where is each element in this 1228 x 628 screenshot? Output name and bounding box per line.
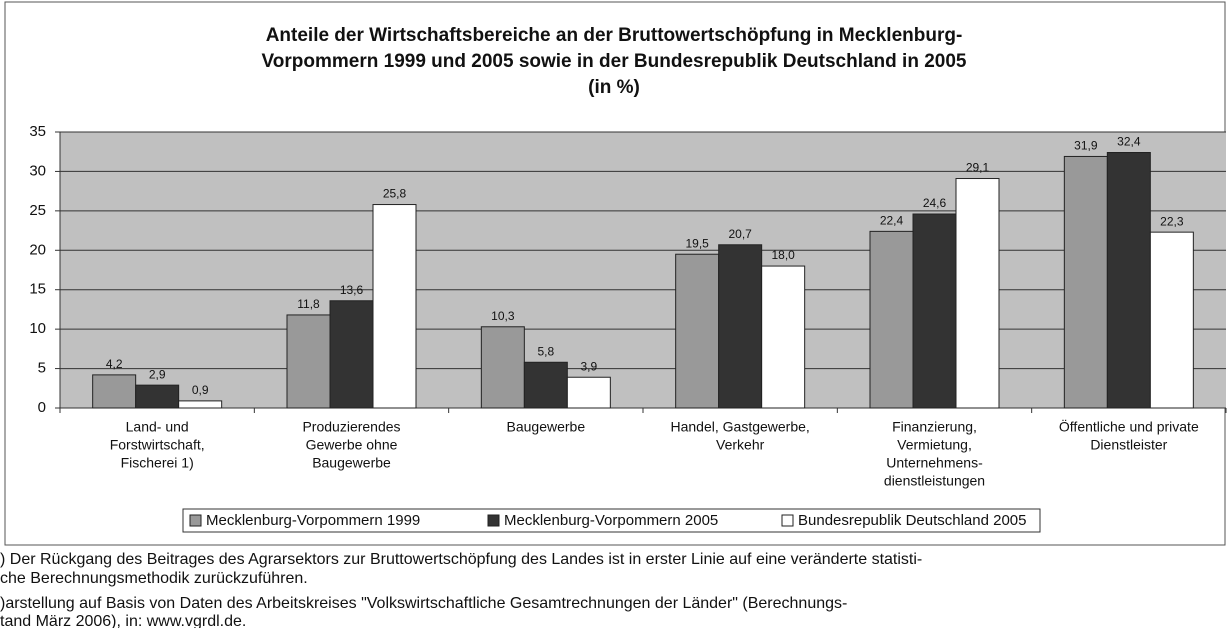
bar (1063, 155, 1108, 409)
x-tick-label: Vermietung, (897, 437, 972, 453)
bar (718, 244, 763, 409)
footnote: che Berechnungsmethodik zurückzuführen. (0, 570, 308, 587)
x-tick-label: Forstwirtschaft, (110, 437, 205, 453)
x-tick-label: Unternehmens- (886, 455, 983, 471)
x-tick-label: Fischerei 1) (121, 455, 194, 471)
value-label: 29,1 (966, 161, 990, 175)
legend-swatch (781, 514, 794, 527)
chart-title: (in %) (588, 77, 640, 98)
x-tick-label: Gewerbe ohne (306, 437, 398, 453)
x-tick-label: Produzierendes (302, 419, 400, 435)
bar (912, 213, 957, 409)
x-tick-label: Öffentliche und private (1059, 418, 1199, 435)
bar (523, 361, 568, 409)
bar (761, 265, 806, 409)
value-label: 2,9 (149, 367, 166, 381)
value-label: 20,7 (728, 227, 752, 241)
value-label: 24,6 (923, 196, 947, 210)
value-label: 11,8 (297, 297, 320, 311)
value-label: 19,5 (685, 236, 709, 250)
bar (869, 230, 914, 409)
bar (178, 400, 223, 409)
legend-label: Mecklenburg-Vorpommern 2005 (504, 512, 718, 529)
value-label: 25,8 (383, 187, 407, 201)
bar (92, 374, 137, 409)
x-tick-label: Finanzierung, (892, 419, 977, 435)
value-label: 32,4 (1117, 135, 1141, 149)
legend-box (182, 508, 1041, 533)
bar (1106, 152, 1151, 409)
legend-swatch (189, 514, 202, 527)
value-label: 4,2 (106, 357, 123, 371)
y-tick-label: 20 (29, 241, 46, 258)
bar (135, 384, 180, 409)
legend-label: Bundesrepublik Deutschland 2005 (798, 512, 1027, 529)
value-label: 0,9 (192, 383, 209, 397)
x-tick-label: Land- und (126, 419, 189, 435)
plot-area (60, 132, 1226, 408)
y-tick-label: 25 (29, 202, 46, 219)
x-tick-label: dienstleistungen (884, 473, 985, 489)
y-tick-label: 10 (29, 320, 46, 337)
bar (566, 376, 611, 409)
y-tick-label: 0 (38, 399, 46, 416)
value-label: 13,6 (340, 283, 364, 297)
x-tick-label: Dienstleister (1090, 437, 1167, 453)
chart-title: Vorpommern 1999 und 2005 sowie in der Bu… (262, 51, 967, 72)
value-label: 3,9 (580, 359, 597, 373)
value-label: 18,0 (771, 248, 795, 262)
bar (1149, 231, 1194, 409)
legend-swatch (487, 514, 500, 527)
bar (675, 253, 720, 409)
chart-title: Anteile der Wirtschaftsbereiche an der B… (266, 25, 963, 46)
x-tick-label: Verkehr (716, 437, 765, 453)
value-label: 22,3 (1160, 214, 1184, 228)
y-tick-label: 15 (29, 281, 46, 298)
y-tick-label: 35 (29, 123, 46, 140)
value-label: 5,8 (537, 344, 554, 358)
footnote: )arstellung auf Basis von Daten des Arbe… (0, 595, 847, 612)
footnote: tand März 2006), in: www.vgrdl.de. (0, 613, 246, 628)
x-tick-label: Handel, Gastgewerbe, (671, 419, 810, 435)
bar (372, 204, 417, 409)
bar (286, 314, 331, 409)
value-label: 31,9 (1074, 139, 1098, 153)
bar (955, 178, 1000, 409)
bar (329, 300, 374, 409)
value-label: 22,4 (880, 214, 904, 228)
bar (480, 326, 525, 409)
y-tick-label: 30 (29, 162, 46, 179)
x-tick-label: Baugewerbe (312, 455, 391, 471)
x-tick-label: Baugewerbe (507, 419, 586, 435)
legend-label: Mecklenburg-Vorpommern 1999 (206, 512, 420, 529)
footnote: ) Der Rückgang des Beitrages des Agrarse… (0, 551, 922, 568)
value-label: 10,3 (491, 309, 515, 323)
y-tick-label: 5 (38, 360, 46, 377)
